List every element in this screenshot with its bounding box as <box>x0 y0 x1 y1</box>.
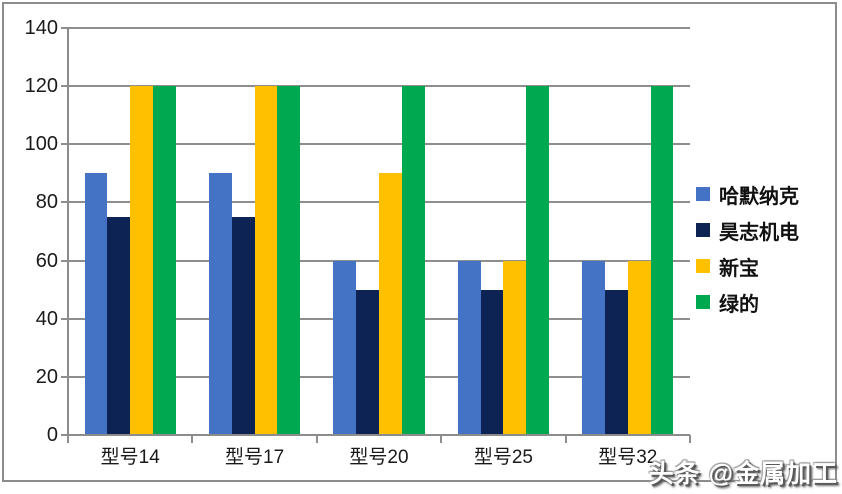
bar <box>130 86 153 435</box>
x-tick-2 <box>315 435 318 443</box>
legend: 哈默纳克昊志机电新宝绿的 <box>696 176 799 320</box>
x-axis-category-label: 型号17 <box>225 447 285 468</box>
bar <box>457 260 481 435</box>
bar <box>107 216 131 435</box>
legend-label: 哈默纳克 <box>719 185 799 208</box>
legend-label: 绿的 <box>719 293 759 316</box>
x-axis-category-label: 型号32 <box>598 447 658 468</box>
bar <box>153 86 176 435</box>
y-axis-tick-label: 0 <box>46 424 58 446</box>
x-axis-category-label: 型号20 <box>349 447 409 468</box>
x-axis-category-label: 型号14 <box>100 447 160 468</box>
y-axis-tick-label: 80 <box>35 191 58 214</box>
bar <box>650 86 674 435</box>
y-axis-tick-label: 20 <box>35 365 58 388</box>
bar <box>356 289 379 435</box>
bar <box>209 173 232 435</box>
bar <box>277 86 301 435</box>
y-axis-line <box>67 28 69 435</box>
y-axis-tick-label: 140 <box>24 17 58 39</box>
x-tick-1 <box>191 435 194 443</box>
bar <box>231 216 255 435</box>
bar <box>605 289 628 435</box>
bar <box>582 260 605 435</box>
x-tick-0 <box>67 435 69 443</box>
watermark-text: 头条 @金属加工 <box>648 460 838 488</box>
legend-swatch <box>696 295 710 309</box>
legend-item: 绿的 <box>696 284 799 320</box>
legend-item: 哈默纳克 <box>696 176 799 212</box>
gridline-100 <box>68 143 690 146</box>
bar <box>627 260 651 435</box>
bar <box>379 173 402 435</box>
legend-swatch <box>696 259 710 273</box>
legend-item: 新宝 <box>696 248 799 284</box>
bar <box>254 86 278 435</box>
bar <box>526 86 549 435</box>
y-axis-tick-label: 40 <box>35 307 58 330</box>
y-axis-tick-label: 100 <box>24 133 58 156</box>
y-axis-tick-label: 60 <box>35 249 58 272</box>
bar <box>503 260 527 435</box>
bar <box>333 260 357 435</box>
x-axis-category-label: 型号25 <box>473 447 533 468</box>
legend-label: 新宝 <box>719 257 759 280</box>
legend-item: 昊志机电 <box>696 212 799 248</box>
gridline-140 <box>68 27 690 29</box>
legend-swatch <box>696 187 710 201</box>
x-tick-4 <box>564 435 567 443</box>
x-axis-line <box>61 434 690 436</box>
bar <box>401 86 425 435</box>
y-axis-tick-label: 120 <box>24 75 58 98</box>
legend-label: 昊志机电 <box>719 221 799 244</box>
x-tick-3 <box>440 435 443 443</box>
x-tick-5 <box>689 435 691 443</box>
bar <box>480 289 504 435</box>
legend-swatch <box>696 223 710 237</box>
bar <box>84 173 108 435</box>
gridline-120 <box>68 85 690 88</box>
